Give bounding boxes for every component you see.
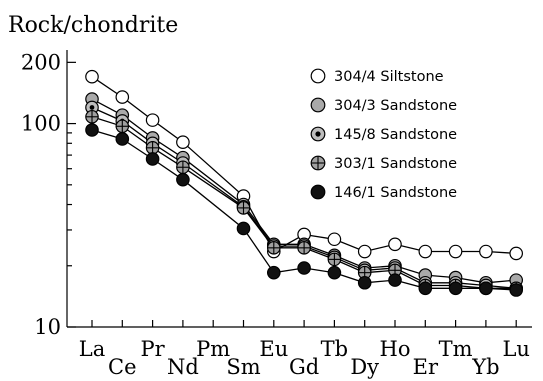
- point-s4-tb: [327, 265, 342, 280]
- y-axis-label: Rock/chondrite: [8, 13, 178, 38]
- legend-label-1: 304/3 Sandstone: [334, 98, 457, 114]
- x-tick-label-dy: Dy: [350, 355, 379, 379]
- x-tick-label-nd: Nd: [167, 355, 199, 379]
- point-s4-nd: [176, 172, 190, 187]
- point-s4-er: [418, 281, 433, 296]
- x-tick-label-pr: Pr: [141, 337, 166, 361]
- legend-marker-0: [310, 68, 326, 84]
- x-tick-label-tb: Tb: [321, 337, 348, 361]
- series-group: [85, 69, 523, 297]
- x-tick-label-gd: Gd: [289, 355, 319, 379]
- x-tick-label-pm: Pm: [196, 337, 230, 361]
- legend-item-2: 145/8 Sandstone: [310, 126, 457, 143]
- point-s0-dy: [357, 244, 372, 259]
- legend-item-3: 303/1 Sandstone: [310, 155, 457, 172]
- legend-marker-4: [310, 184, 326, 200]
- point-s4-sm: [236, 221, 251, 236]
- x-tick-label-la: La: [79, 337, 105, 361]
- x-tick-label-tm: Tm: [439, 337, 473, 361]
- legend-marker-3: [310, 155, 326, 171]
- point-s3-gd: [297, 241, 311, 255]
- point-s0-nd: [176, 135, 190, 149]
- legend: 304/4 Siltstone 304/3 Sandstone 145/8 Sand…: [310, 68, 457, 201]
- x-tick-label-sm: Sm: [226, 355, 260, 379]
- legend-item-0: 304/4 Siltstone: [310, 68, 444, 85]
- legend-marker-2: [310, 126, 326, 142]
- x-tick-label-eu: Eu: [259, 337, 288, 361]
- legend-label-3: 303/1 Sandstone: [334, 156, 457, 172]
- point-s0-lu: [509, 246, 523, 261]
- point-s4-tm: [448, 281, 463, 296]
- y-tick-label: 200: [21, 50, 61, 74]
- point-s0-er: [418, 244, 433, 259]
- x-tick-label-lu: Lu: [502, 337, 529, 361]
- point-s4-dy: [357, 275, 372, 290]
- y-ticks: 10 100 200: [21, 50, 76, 339]
- point-s4-eu: [266, 265, 281, 280]
- point-s3-ce: [115, 119, 130, 134]
- x-tick-label-yb: Yb: [471, 355, 499, 379]
- legend-label-4: 146/1 Sandstone: [334, 185, 457, 201]
- point-s4-ce: [115, 132, 130, 146]
- point-s4-ho: [388, 273, 402, 287]
- x-tick-label-ce: Ce: [108, 355, 137, 379]
- axes: [66, 50, 532, 328]
- point-s0-tb: [327, 232, 342, 247]
- legend-marker-1: [310, 97, 326, 113]
- point-s0-ho: [388, 237, 402, 252]
- legend-label-2: 145/8 Sandstone: [334, 127, 457, 143]
- point-s3-tb: [327, 252, 342, 267]
- point-s3-sm: [236, 201, 251, 215]
- x-tick-label-er: Er: [413, 355, 439, 379]
- point-s0-tm: [448, 244, 463, 259]
- point-s4-yb: [479, 281, 493, 296]
- x-tick-label-ho: Ho: [380, 337, 411, 361]
- point-s3-la: [85, 109, 99, 124]
- legend-item-4: 146/1 Sandstone: [310, 184, 457, 201]
- point-s4-pr: [145, 152, 160, 166]
- point-s0-pr: [145, 113, 160, 127]
- point-s4-gd: [297, 261, 311, 275]
- point-s4-lu: [509, 283, 523, 297]
- legend-label-0: 304/4 Siltstone: [334, 69, 444, 85]
- point-s4-la: [85, 123, 99, 137]
- point-s0-la: [85, 69, 99, 84]
- legend-item-1: 304/3 Sandstone: [310, 97, 457, 114]
- y-tick-label: 10: [34, 315, 61, 339]
- point-s0-yb: [479, 244, 493, 259]
- point-s3-eu: [266, 241, 281, 255]
- point-s0-ce: [115, 90, 130, 104]
- y-tick-label: 100: [21, 112, 61, 136]
- point-s3-nd: [176, 160, 190, 175]
